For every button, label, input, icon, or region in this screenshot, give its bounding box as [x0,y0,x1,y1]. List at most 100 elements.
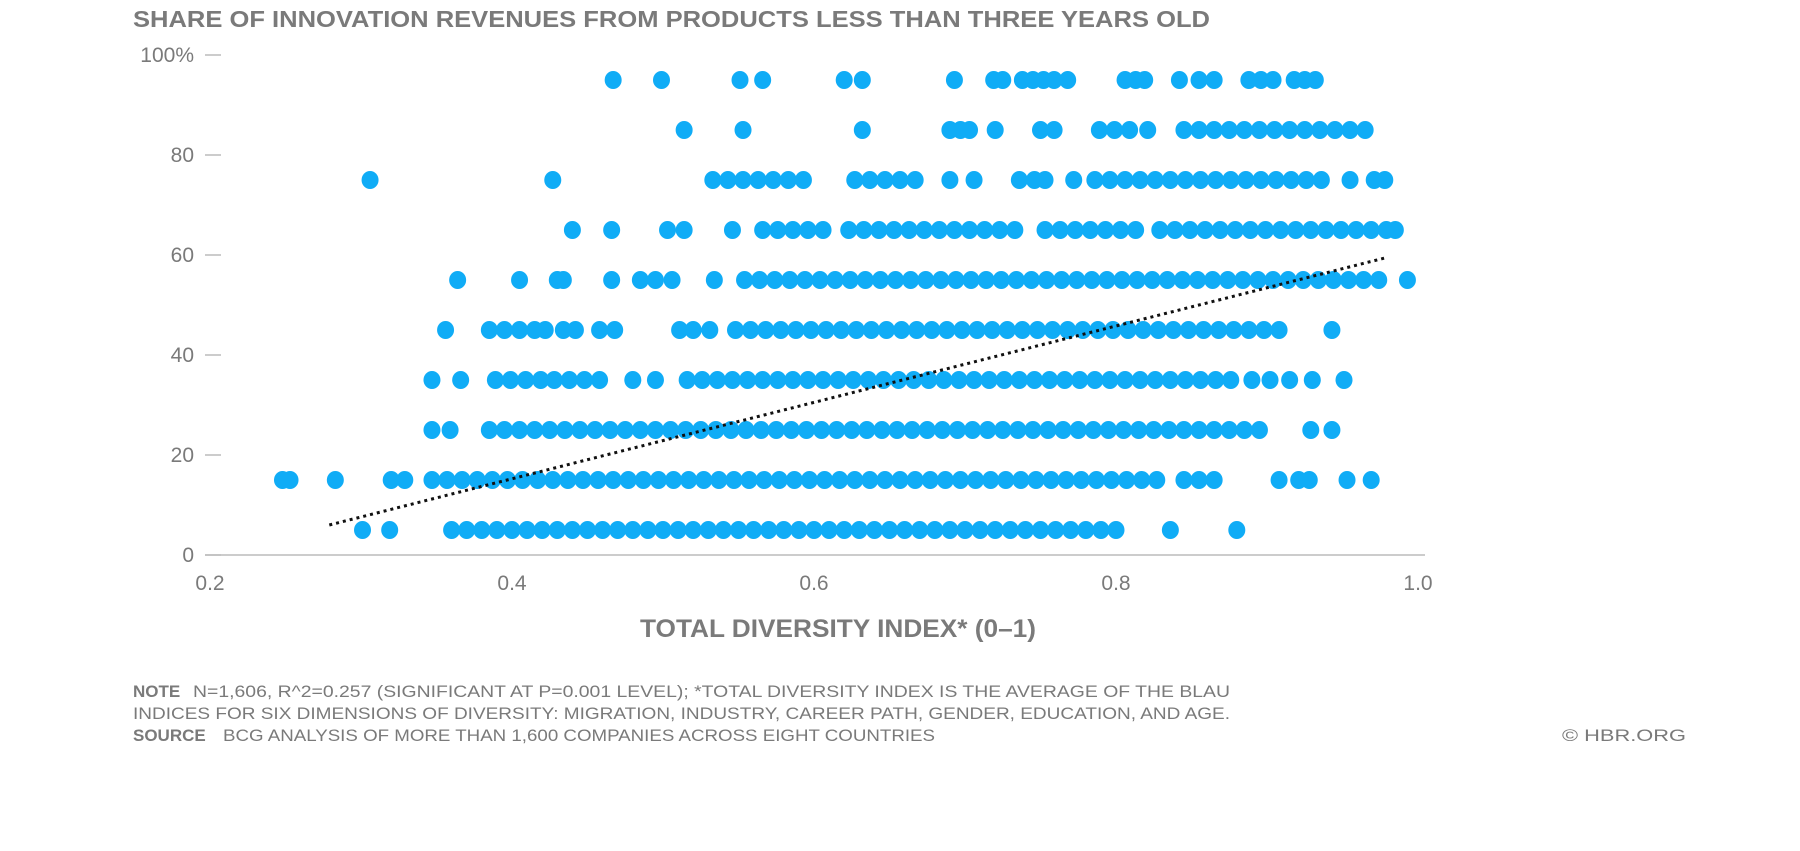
data-point [953,321,971,339]
data-point [826,271,844,289]
data-point [1039,421,1057,439]
data-point [994,421,1012,439]
data-point [903,421,921,439]
data-point [609,521,627,539]
data-point [1057,471,1075,489]
data-point [832,321,850,339]
data-point [1270,471,1288,489]
data-point [835,71,853,89]
data-point [603,271,621,289]
data-point [1010,171,1028,189]
data-point [769,371,787,389]
data-point [468,471,486,489]
x-tick-label: 0.6 [799,572,828,595]
data-point [1179,321,1197,339]
data-point [784,371,802,389]
chart-title: SHARE OF INNOVATION REVENUES FROM PRODUC… [133,6,1210,32]
data-point [1045,71,1063,89]
data-point [361,171,379,189]
data-point [544,171,562,189]
data-point [1160,421,1178,439]
data-point [961,221,979,239]
data-point [545,371,563,389]
data-point [881,521,898,539]
data-point [992,271,1010,289]
data-point [870,221,888,239]
data-point [1146,171,1164,189]
data-point [1047,521,1065,539]
note-line-2: INDICES FOR SIX DIMENSIONS OF DIVERSITY:… [133,704,1230,723]
data-point [701,321,719,339]
data-point [649,471,667,489]
data-point [1207,371,1225,389]
data-point [1300,471,1318,489]
data-point [1069,421,1087,439]
data-point [646,371,664,389]
data-point [814,221,832,239]
data-point [1190,121,1208,139]
data-point [511,321,529,339]
data-point [1306,71,1324,89]
data-point [616,421,634,439]
data-point [755,471,773,489]
data-point [1081,221,1099,239]
data-point [1303,371,1321,389]
data-point [900,221,918,239]
data-point [726,321,744,339]
data-point [971,521,989,539]
data-point [1279,271,1297,289]
data-point [458,521,476,539]
data-point [1116,371,1134,389]
data-point [529,471,547,489]
data-point [480,421,498,439]
data-point [1027,471,1045,489]
data-point [624,371,642,389]
data-point [1025,371,1043,389]
data-point [844,371,862,389]
data-point [1028,321,1046,339]
data-point [859,371,877,389]
data-point [1007,271,1025,289]
data-point [1170,71,1188,89]
data-point [1175,471,1193,489]
data-point [1250,121,1268,139]
data-point [1149,321,1167,339]
data-point [646,271,664,289]
x-tick-label: 0.4 [497,572,527,595]
data-point [977,271,995,289]
data-point [1009,421,1027,439]
data-point [443,521,461,539]
data-point [1287,221,1305,239]
data-point [1296,121,1314,139]
data-point [536,321,554,339]
data-point [495,421,513,439]
data-point [1281,121,1299,139]
data-point [896,521,914,539]
data-point [1190,421,1208,439]
data-point [1161,171,1179,189]
data-point [1282,171,1300,189]
data-point [982,471,1000,489]
data-point [511,421,529,439]
data-point [1362,221,1380,239]
data-point [381,521,399,539]
data-point [1053,271,1071,289]
data-point [967,471,985,489]
data-point [1335,371,1353,389]
data-point [856,271,874,289]
data-point [906,471,924,489]
data-point [1317,221,1335,239]
data-point [1101,371,1119,389]
data-point [1056,371,1074,389]
data-point [1266,121,1284,139]
data-point [1116,171,1134,189]
data-point [877,321,895,339]
data-point [423,471,441,489]
data-point [488,521,506,539]
data-point [699,521,717,539]
data-point [1054,421,1072,439]
data-point [589,471,607,489]
data-point [1326,121,1344,139]
data-point [1086,371,1104,389]
data-point [1175,121,1193,139]
